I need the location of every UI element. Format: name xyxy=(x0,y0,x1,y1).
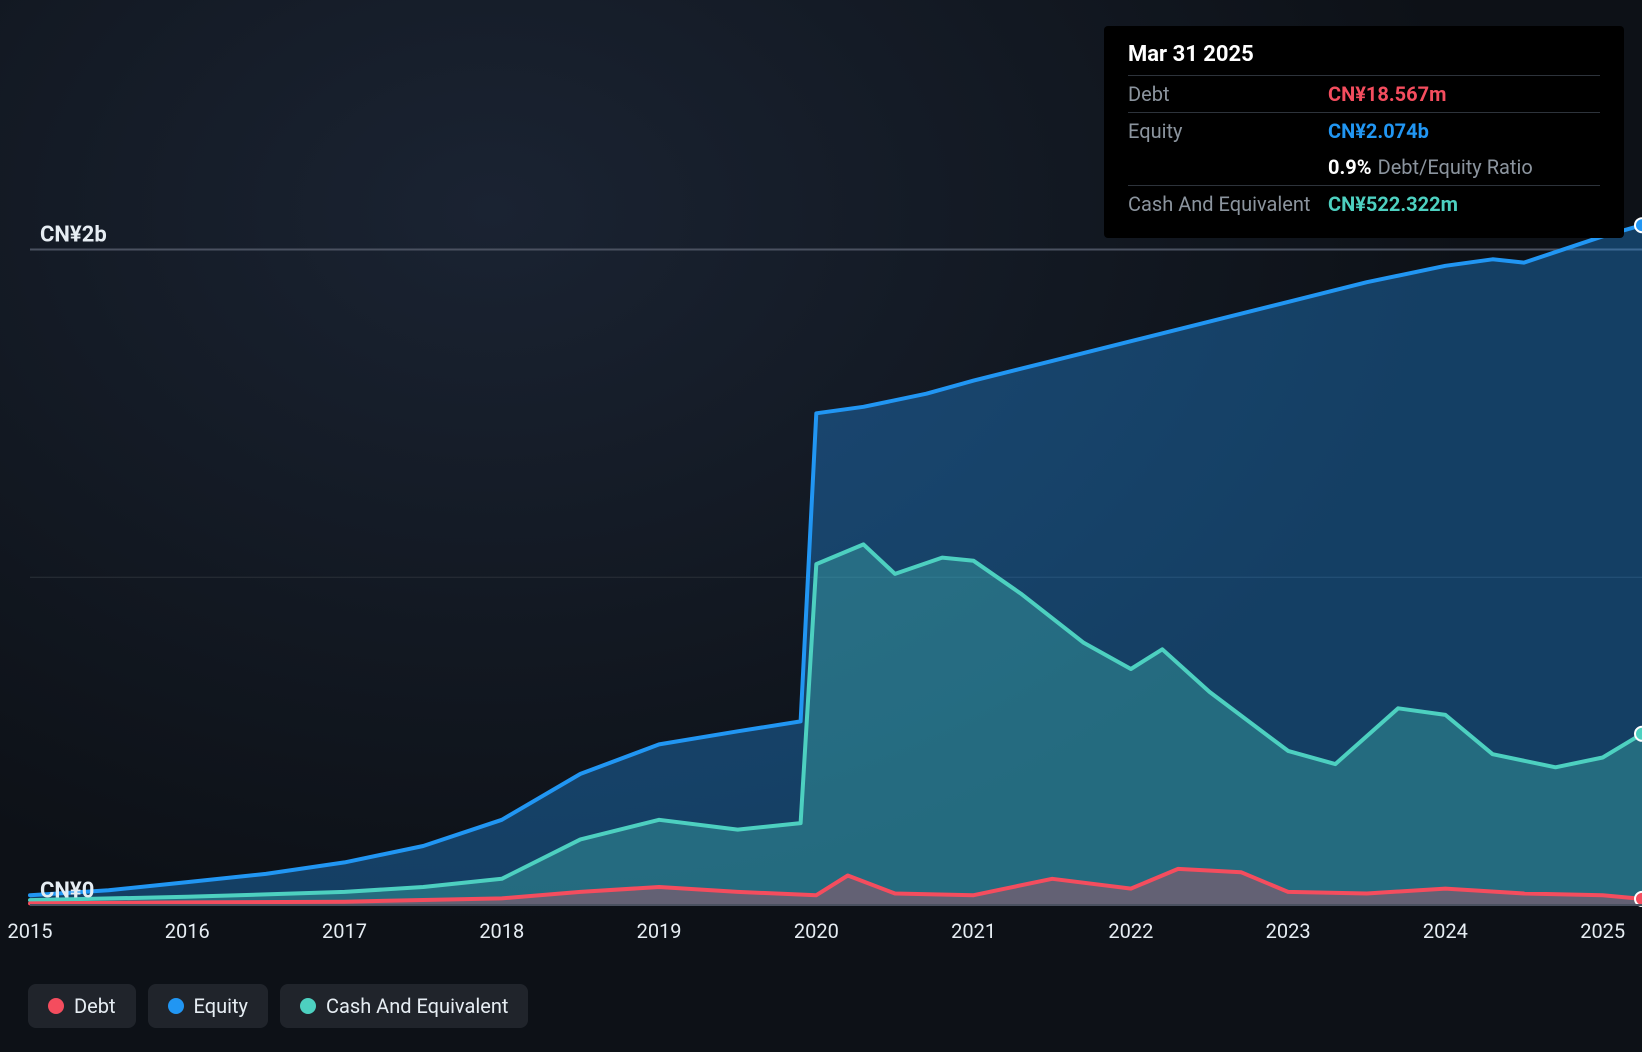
y-axis-tick-label: CN¥0 xyxy=(40,879,94,904)
tooltip-ratio-label: Debt/Equity Ratio xyxy=(1378,155,1533,179)
chart-container: CN¥0 CN¥2b 2015 2016 2017 2018 2019 2020 2021 20… xyxy=(0,0,1642,1052)
tooltip-ratio-row: 0.9%Debt/Equity Ratio xyxy=(1128,149,1600,185)
x-axis-tick-label: 2016 xyxy=(165,919,210,943)
x-axis-tick-label: 2023 xyxy=(1266,919,1311,943)
legend-label: Cash And Equivalent xyxy=(326,994,508,1018)
chart-legend: Debt Equity Cash And Equivalent xyxy=(28,984,528,1028)
legend-item[interactable]: Debt xyxy=(28,984,136,1028)
x-axis-tick-label: 2015 xyxy=(8,919,53,943)
x-axis-tick-label: 2017 xyxy=(322,919,367,943)
tooltip-date: Mar 31 2025 xyxy=(1128,42,1600,67)
x-axis-tick-label: 2019 xyxy=(637,919,682,943)
tooltip-row-label: Debt xyxy=(1128,82,1328,106)
x-axis-tick-label: 2021 xyxy=(951,919,996,943)
chart-tooltip: Mar 31 2025 DebtCN¥18.567mEquityCN¥2.074… xyxy=(1104,26,1624,238)
x-axis-tick-label: 2018 xyxy=(479,919,524,943)
legend-label: Equity xyxy=(194,994,248,1018)
legend-swatch xyxy=(168,998,184,1014)
legend-item[interactable]: Cash And Equivalent xyxy=(280,984,528,1028)
x-axis-tick-label: 2022 xyxy=(1108,919,1153,943)
y-axis-tick-label: CN¥2b xyxy=(40,223,107,248)
legend-label: Debt xyxy=(74,994,116,1018)
x-axis-tick-label: 2025 xyxy=(1580,919,1625,943)
legend-item[interactable]: Equity xyxy=(148,984,268,1028)
legend-swatch xyxy=(300,998,316,1014)
x-axis-tick-label: 2024 xyxy=(1423,919,1468,943)
x-axis-tick-label: 2020 xyxy=(794,919,839,943)
tooltip-row-value: CN¥2.074b xyxy=(1328,119,1429,143)
tooltip-row: EquityCN¥2.074b xyxy=(1128,112,1600,149)
tooltip-row-label: Equity xyxy=(1128,119,1328,143)
legend-swatch xyxy=(48,998,64,1014)
tooltip-row: Cash And EquivalentCN¥522.322m xyxy=(1128,185,1600,222)
tooltip-ratio-value: 0.9% xyxy=(1328,155,1372,179)
tooltip-row-value: CN¥522.322m xyxy=(1328,192,1458,216)
tooltip-row: DebtCN¥18.567m xyxy=(1128,75,1600,112)
tooltip-row-label: Cash And Equivalent xyxy=(1128,192,1328,216)
tooltip-row-value: CN¥18.567m xyxy=(1328,82,1446,106)
